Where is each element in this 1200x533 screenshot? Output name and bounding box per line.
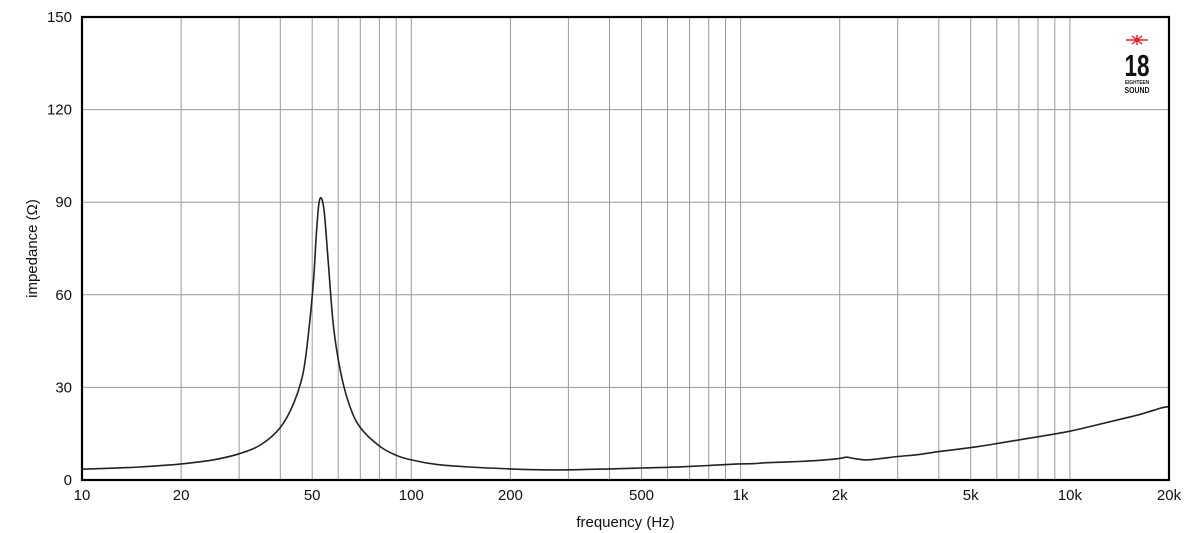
y-tick-label: 30: [55, 379, 72, 396]
grid-lines: [82, 17, 1169, 480]
x-tick-label: 20k: [1157, 487, 1182, 504]
y-tick-label: 60: [55, 287, 72, 304]
star-burst-icon: [1126, 35, 1148, 45]
x-tick-label: 2k: [832, 487, 848, 504]
y-tick-label: 120: [47, 102, 72, 119]
logo-eighteen: EIGHTEEN: [1125, 80, 1149, 86]
y-tick-label: 150: [47, 9, 72, 26]
x-tick-label: 50: [304, 487, 321, 504]
x-tick-label: 10: [74, 487, 91, 504]
y-tick-label: 90: [55, 194, 72, 211]
brand-logo: 18 EIGHTEEN SOUND: [1125, 35, 1150, 95]
logo-number: 18: [1125, 48, 1150, 83]
x-tick-label: 10k: [1058, 487, 1083, 504]
x-tick-label: 200: [498, 487, 523, 504]
logo-sound: SOUND: [1125, 86, 1150, 95]
impedance-curve: [81, 196, 1170, 471]
plot-frame: [80, 15, 1171, 482]
x-axis-label: frequency (Hz): [576, 514, 674, 531]
x-axis-ticks: 10 20 50 100 200 500 1k 2k 5k 10k 20k: [74, 487, 1182, 504]
x-tick-label: 100: [399, 487, 424, 504]
y-tick-label: 0: [64, 472, 72, 489]
x-tick-label: 20: [173, 487, 190, 504]
x-tick-label: 1k: [733, 487, 749, 504]
y-axis-label: impedance (Ω): [24, 199, 41, 298]
y-axis-ticks: 0 30 60 90 120 150: [47, 9, 72, 489]
x-tick-label: 500: [629, 487, 654, 504]
x-tick-label: 5k: [963, 487, 979, 504]
